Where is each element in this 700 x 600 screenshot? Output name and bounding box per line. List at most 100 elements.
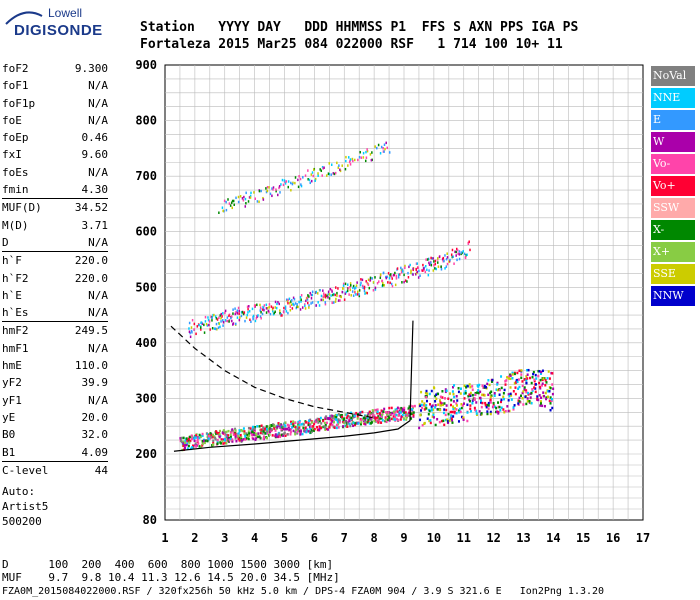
echo-mark: [252, 317, 254, 321]
legend-item: NNW: [651, 286, 695, 306]
echo-mark: [464, 256, 467, 260]
echo-mark: [243, 195, 245, 199]
echo-mark: [500, 386, 503, 390]
echo-mark: [548, 389, 551, 393]
echo-mark: [349, 288, 352, 292]
echo-mark: [518, 369, 521, 373]
echo-mark: [452, 415, 455, 418]
echo-mark: [221, 431, 224, 434]
echo-mark: [263, 308, 265, 312]
echo-mark: [404, 279, 407, 282]
echo-mark: [489, 410, 492, 414]
echo-mark: [221, 439, 224, 443]
echo-mark: [480, 399, 483, 402]
echo-mark: [208, 435, 211, 438]
param-value: 39.9: [81, 376, 109, 390]
param-key: yF1: [2, 393, 22, 407]
echo-mark: [245, 436, 248, 440]
legend-item: X+: [651, 242, 695, 262]
echo-mark: [274, 434, 277, 438]
echo-mark: [300, 294, 303, 297]
echo-mark: [338, 419, 341, 422]
echo-mark: [389, 281, 391, 285]
echo-mark: [385, 141, 387, 145]
echo-mark: [399, 411, 402, 414]
echo-mark: [292, 423, 295, 426]
echo-mark: [421, 424, 424, 427]
echo-mark: [291, 299, 293, 302]
echo-mark: [189, 335, 192, 339]
x-tick-label: 11: [457, 531, 471, 545]
echo-mark: [425, 399, 428, 403]
echo-mark: [311, 293, 314, 297]
echo-mark: [296, 303, 298, 306]
echo-mark: [430, 389, 433, 393]
echo-mark: [298, 419, 301, 423]
echo-mark: [187, 437, 190, 441]
echo-mark: [455, 394, 458, 398]
echo-mark: [371, 158, 373, 162]
echo-mark: [313, 420, 316, 423]
echo-mark: [236, 309, 239, 312]
echo-mark: [266, 432, 269, 435]
echo-mark: [269, 428, 272, 431]
echo-mark: [297, 428, 300, 431]
echo-mark: [313, 429, 316, 432]
echo-mark: [446, 418, 449, 421]
echo-mark: [450, 398, 453, 402]
echo-mark: [338, 164, 340, 167]
echo-mark: [420, 403, 423, 407]
echo-mark: [205, 322, 208, 326]
echo-mark: [183, 441, 186, 445]
echo-mark: [261, 308, 264, 311]
echo-mark: [327, 290, 330, 294]
echo-mark: [466, 384, 469, 388]
echo-mark: [298, 421, 301, 424]
echo-mark: [428, 419, 431, 423]
echo-mark: [310, 293, 313, 297]
echo-mark: [201, 322, 204, 326]
echo-mark: [480, 401, 483, 404]
echo-mark: [544, 391, 547, 395]
echo-mark: [327, 293, 330, 296]
echo-mark: [299, 296, 302, 299]
echo-mark: [426, 392, 429, 395]
echo-mark: [533, 379, 536, 383]
echo-mark: [333, 292, 335, 296]
echo-mark: [432, 413, 435, 417]
echo-mark: [201, 439, 204, 443]
echo-mark: [214, 436, 217, 440]
echo-mark: [316, 292, 319, 295]
echo-mark: [531, 375, 534, 379]
echo-mark: [190, 437, 193, 441]
echo-mark: [260, 311, 262, 314]
echo-mark: [248, 196, 251, 199]
echo-mark: [521, 380, 524, 383]
echo-mark: [481, 393, 484, 397]
echo-mark: [197, 437, 200, 440]
echo-mark: [418, 269, 420, 273]
echo-mark: [387, 272, 390, 275]
echo-mark: [328, 426, 331, 429]
echo-mark: [506, 376, 509, 379]
param-value: 44: [94, 463, 108, 477]
echo-mark: [450, 417, 453, 420]
echo-mark: [370, 419, 373, 422]
echo-mark: [523, 386, 526, 389]
echo-mark: [232, 433, 235, 436]
echo-mark: [457, 252, 459, 255]
echo-mark: [380, 415, 383, 418]
param-key: D: [2, 235, 9, 249]
echo-mark: [455, 402, 458, 405]
echo-mark: [271, 187, 273, 190]
echo-mark: [288, 297, 291, 301]
echo-mark: [533, 378, 536, 382]
echo-mark: [435, 393, 438, 396]
echo-mark: [231, 428, 234, 431]
echo-mark: [300, 184, 303, 188]
echo-mark: [201, 444, 204, 447]
echo-mark: [377, 421, 380, 424]
param-row: C-level 44: [2, 462, 108, 479]
echo-mark: [506, 405, 509, 408]
echo-mark: [262, 196, 264, 200]
